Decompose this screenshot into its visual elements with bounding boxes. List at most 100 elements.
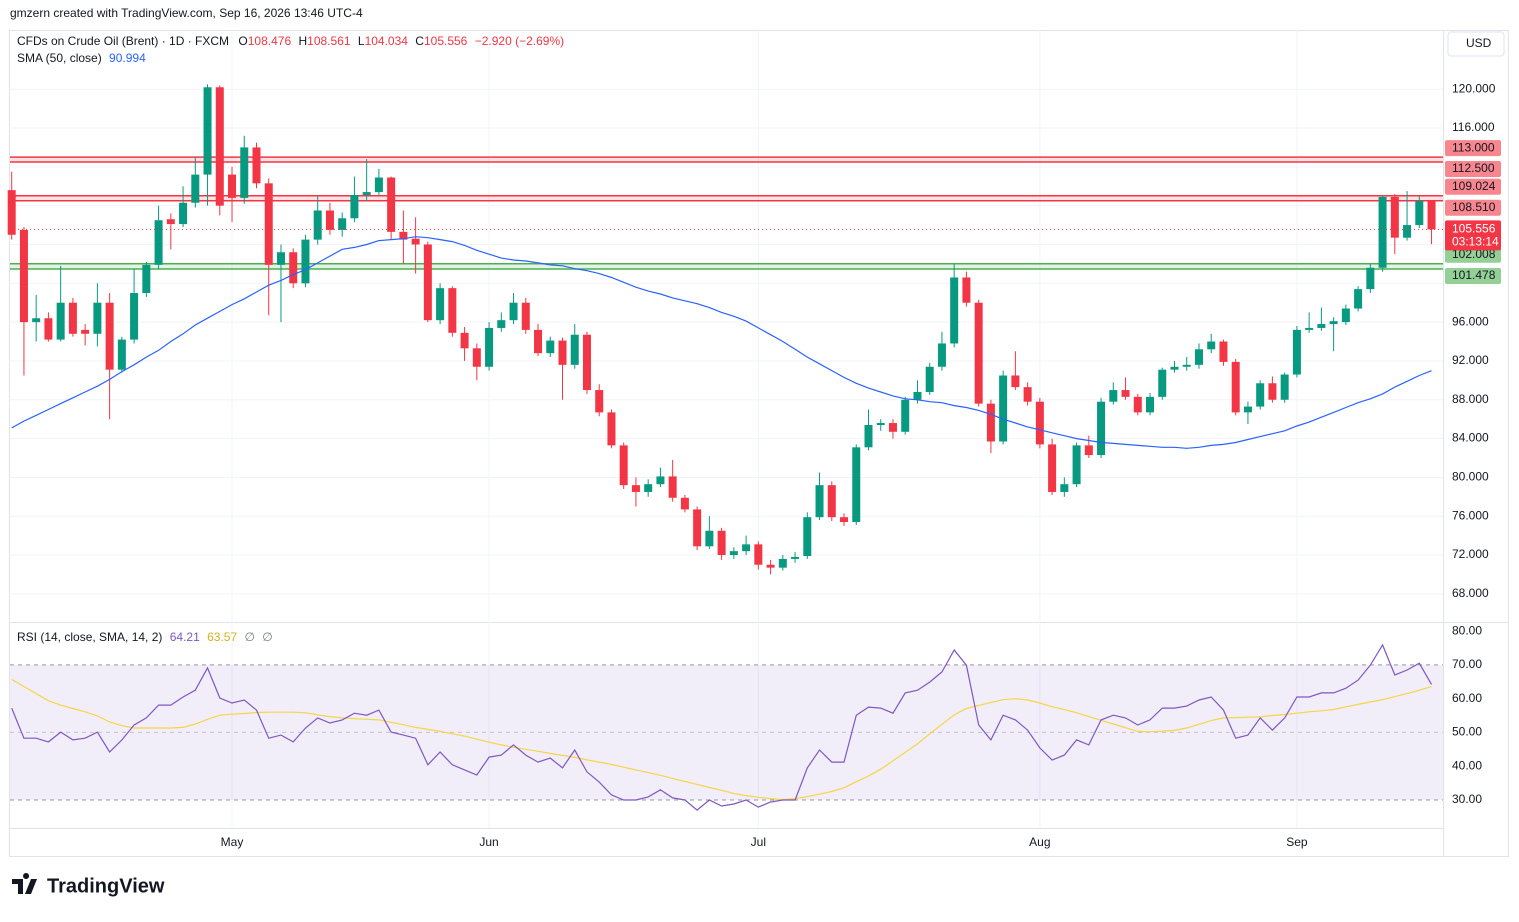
candle-body: [472, 348, 481, 367]
candle-body: [1280, 374, 1289, 400]
candle-body: [301, 239, 310, 284]
candle-body: [179, 202, 188, 225]
ohlc-key: O: [238, 34, 247, 48]
symbol: CFDs on Crude Oil (Brent) · 1D · FXCM: [17, 34, 229, 48]
candle-body: [509, 302, 518, 321]
candle-body: [240, 147, 249, 198]
candle-body: [93, 302, 102, 334]
candle-body: [387, 177, 396, 232]
last-price-label: 105.556: [1452, 222, 1496, 236]
sma-name: SMA (50, close): [17, 51, 102, 65]
candle-body: [999, 375, 1008, 442]
candle-body: [105, 302, 114, 370]
sma-value: 90.994: [109, 51, 146, 65]
candle-body: [950, 277, 959, 344]
candle-body: [925, 366, 934, 392]
currency[interactable]: USD: [1466, 36, 1492, 50]
candle-body: [1341, 308, 1350, 323]
candle-body: [595, 390, 604, 413]
candle-body: [546, 340, 555, 354]
candle-body: [1378, 196, 1387, 268]
x-tick-label: Sep: [1286, 835, 1308, 849]
candle-body: [1403, 225, 1412, 238]
candle-body: [1194, 349, 1203, 365]
candle-body: [631, 485, 640, 492]
candle-body: [228, 174, 237, 198]
zone-label: 109.024: [1452, 179, 1496, 193]
rsi-ma-value: 63.57: [207, 630, 237, 644]
candle-body: [791, 556, 800, 559]
y-tick-label: 92.000: [1452, 353, 1489, 367]
candle-body: [668, 476, 677, 498]
candle-body: [815, 485, 824, 518]
candle-body: [864, 424, 873, 448]
rsi-tick-label: 80.00: [1452, 623, 1482, 637]
candle-body: [460, 332, 469, 349]
candle-body: [680, 497, 689, 510]
ohlc-key: H: [298, 34, 307, 48]
candle-body: [350, 194, 359, 219]
y-tick-label: 88.000: [1452, 392, 1489, 406]
candle-body: [362, 192, 371, 195]
candle-body: [142, 264, 151, 294]
candle-body: [485, 327, 494, 367]
ohlc-key: C: [415, 34, 424, 48]
y-tick-label: 68.000: [1452, 586, 1489, 600]
zone-label: 113.000: [1452, 140, 1495, 154]
candle-body: [644, 484, 653, 492]
candle-body: [411, 238, 420, 245]
candle-body: [1207, 341, 1216, 350]
candle-body: [56, 302, 65, 340]
logo: TradingView: [12, 873, 165, 897]
countdown: 03:13:14: [1452, 235, 1499, 249]
candle-body: [289, 252, 298, 284]
candle-body: [1048, 444, 1057, 492]
logo-text: TradingView: [47, 875, 165, 897]
candle-body: [729, 551, 738, 556]
rsi-tick-label: 50.00: [1452, 725, 1482, 739]
candle-body: [803, 517, 812, 557]
candle-body: [1243, 406, 1252, 413]
zone-label-box: [1445, 178, 1501, 195]
x-tick-label: Jul: [751, 835, 766, 849]
candle-body: [705, 530, 714, 547]
candle-body: [117, 339, 126, 370]
candle-body: [203, 87, 212, 175]
candles: [7, 84, 1436, 575]
y-tick-label: 96.000: [1452, 314, 1489, 328]
candle-body: [1317, 324, 1326, 328]
y-tick-label: 76.000: [1452, 508, 1489, 522]
candle-body: [901, 399, 910, 432]
candle-body: [276, 252, 285, 265]
candle-body: [888, 423, 897, 432]
candle-body: [1415, 200, 1424, 226]
candle-body: [1256, 383, 1265, 407]
candle-body: [448, 288, 457, 333]
zone-label-box: [1445, 267, 1501, 284]
y-tick-label: 116.000: [1452, 120, 1495, 134]
candle-body: [1060, 484, 1069, 492]
candle-body: [913, 391, 922, 400]
candle-body: [1072, 445, 1081, 485]
candle-body: [778, 558, 787, 568]
candle-body: [44, 318, 53, 340]
candle-body: [1390, 196, 1399, 238]
frame: [9, 30, 1509, 857]
zone-fill: [10, 195, 1443, 201]
candle-body: [191, 174, 200, 203]
candle-body: [1158, 369, 1167, 397]
candle-body: [154, 220, 163, 265]
rsi-name: RSI (14, close, SMA, 14, 2): [17, 630, 162, 644]
candle-body: [852, 447, 861, 523]
candle-body: [7, 190, 16, 235]
axes: 68.000 72.000 76.000 80.000 84.000 88.000 92.0…: [221, 81, 1501, 849]
last-price-box: [1445, 220, 1501, 251]
rsi-extra: ∅: [244, 630, 254, 644]
zone-label: 112.500: [1452, 161, 1495, 175]
candle-body: [1133, 396, 1142, 413]
candle-body: [1292, 329, 1301, 375]
zone-label: 101.478: [1452, 268, 1496, 282]
currency-button[interactable]: [1447, 31, 1505, 57]
change: −2.920: [475, 34, 512, 48]
